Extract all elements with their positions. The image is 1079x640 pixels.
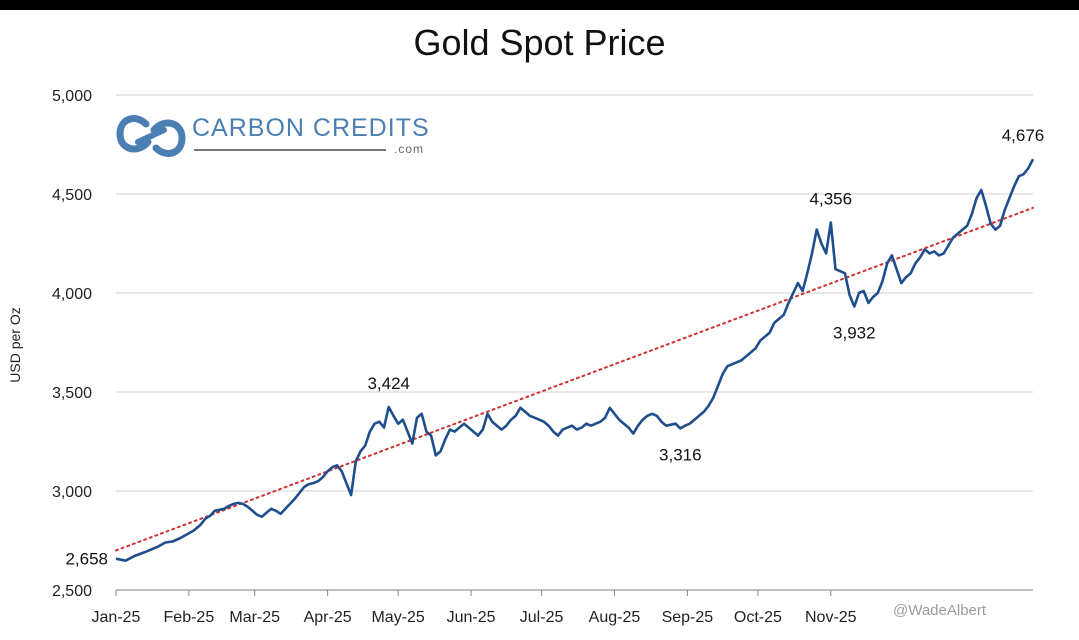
y-tick-label: 4,500 (52, 187, 92, 204)
y-axis-label: USD per Oz (7, 307, 23, 382)
x-tick-label: Feb-25 (164, 609, 215, 626)
trendline-group (115, 206, 1034, 552)
data-label: 4,676 (1002, 126, 1045, 145)
x-tick-label: Jul-25 (520, 609, 564, 626)
x-tick-label: Jan-25 (92, 609, 141, 626)
y-tick-label: 3,000 (52, 484, 92, 501)
chart-title: Gold Spot Price (413, 22, 666, 63)
annotations-group: 2,658 3,424 3,316 4,356 3,932 4,676 (65, 126, 1044, 569)
series-line (115, 158, 1035, 562)
watermark: @WadeAlbert (893, 602, 987, 619)
chain-link-icon (116, 115, 186, 157)
y-tick-label: 4,000 (52, 286, 92, 303)
data-label: 4,356 (810, 190, 853, 209)
logo-suffix: .com (394, 142, 425, 156)
logo-underline (194, 149, 386, 151)
data-label: 2,658 (65, 550, 108, 569)
x-tick-label: Apr-25 (304, 609, 352, 626)
x-tick-label: Mar-25 (229, 609, 280, 626)
x-tick-label: Jun-25 (447, 609, 496, 626)
y-tick-label: 3,500 (52, 385, 92, 402)
data-label: 3,424 (367, 374, 410, 393)
x-tick-label: Oct-25 (734, 609, 782, 626)
x-tick-label: Aug-25 (589, 609, 641, 626)
grid-lines (116, 94, 1033, 591)
y-tick-label: 5,000 (52, 88, 92, 105)
trendline (115, 206, 1034, 552)
y-tick-labels: 2,500 3,000 3,500 4,000 4,500 5,000 (52, 88, 92, 600)
data-label: 3,932 (833, 323, 876, 342)
data-label: 3,316 (659, 445, 702, 464)
top-bar (0, 0, 1079, 10)
x-tick-labels: Jan-25 Feb-25 Mar-25 Apr-25 May-25 Jun-25 Jul-… (92, 589, 1033, 626)
y-tick-label: 2,500 (52, 583, 92, 600)
x-tick-label: May-25 (371, 609, 424, 626)
x-tick-label: Sep-25 (662, 609, 714, 626)
series-group (115, 158, 1035, 562)
carbon-credits-logo: CARBON CREDITS .com (116, 112, 446, 162)
x-tick-label: Nov-25 (805, 609, 857, 626)
logo-text: CARBON CREDITS (192, 114, 430, 142)
